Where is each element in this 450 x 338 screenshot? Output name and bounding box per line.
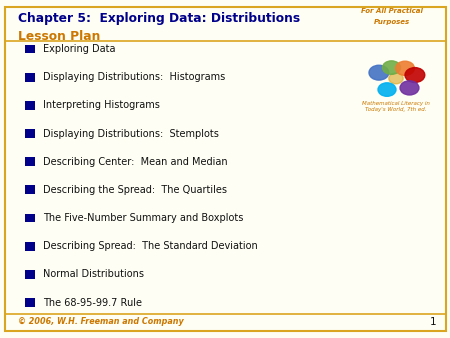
FancyBboxPatch shape — [25, 101, 35, 110]
Circle shape — [378, 83, 396, 96]
Text: Displaying Distributions:  Stemplots: Displaying Distributions: Stemplots — [43, 128, 219, 139]
Circle shape — [389, 73, 403, 84]
Circle shape — [405, 68, 425, 82]
Text: The 68-95-99.7 Rule: The 68-95-99.7 Rule — [43, 297, 142, 308]
Text: Exploring Data: Exploring Data — [43, 44, 115, 54]
Text: 1: 1 — [430, 317, 436, 327]
Text: Interpreting Histograms: Interpreting Histograms — [43, 100, 160, 110]
Circle shape — [382, 61, 400, 74]
FancyBboxPatch shape — [4, 7, 446, 331]
Text: The Five-Number Summary and Boxplots: The Five-Number Summary and Boxplots — [43, 213, 243, 223]
Text: Describing Center:  Mean and Median: Describing Center: Mean and Median — [43, 157, 227, 167]
FancyBboxPatch shape — [25, 186, 35, 194]
Text: © 2006, W.H. Freeman and Company: © 2006, W.H. Freeman and Company — [18, 317, 184, 326]
Circle shape — [396, 61, 414, 75]
FancyBboxPatch shape — [25, 129, 35, 138]
FancyBboxPatch shape — [25, 242, 35, 250]
Text: Describing Spread:  The Standard Deviation: Describing Spread: The Standard Deviatio… — [43, 241, 257, 251]
FancyBboxPatch shape — [25, 298, 35, 307]
FancyBboxPatch shape — [25, 270, 35, 279]
FancyBboxPatch shape — [25, 73, 35, 81]
Text: Normal Distributions: Normal Distributions — [43, 269, 144, 279]
FancyBboxPatch shape — [25, 45, 35, 53]
Text: Chapter 5:  Exploring Data: Distributions: Chapter 5: Exploring Data: Distributions — [18, 12, 300, 25]
Text: Purposes: Purposes — [374, 19, 410, 25]
FancyBboxPatch shape — [25, 214, 35, 222]
Text: Lesson Plan: Lesson Plan — [18, 30, 100, 43]
FancyBboxPatch shape — [25, 157, 35, 166]
Circle shape — [400, 81, 419, 95]
Text: For All Practical: For All Practical — [360, 8, 423, 15]
Text: Mathematical Literacy in
Today's World, 7th ed.: Mathematical Literacy in Today's World, … — [362, 101, 430, 112]
Text: Describing the Spread:  The Quartiles: Describing the Spread: The Quartiles — [43, 185, 227, 195]
Circle shape — [369, 65, 389, 80]
Text: Displaying Distributions:  Histograms: Displaying Distributions: Histograms — [43, 72, 225, 82]
